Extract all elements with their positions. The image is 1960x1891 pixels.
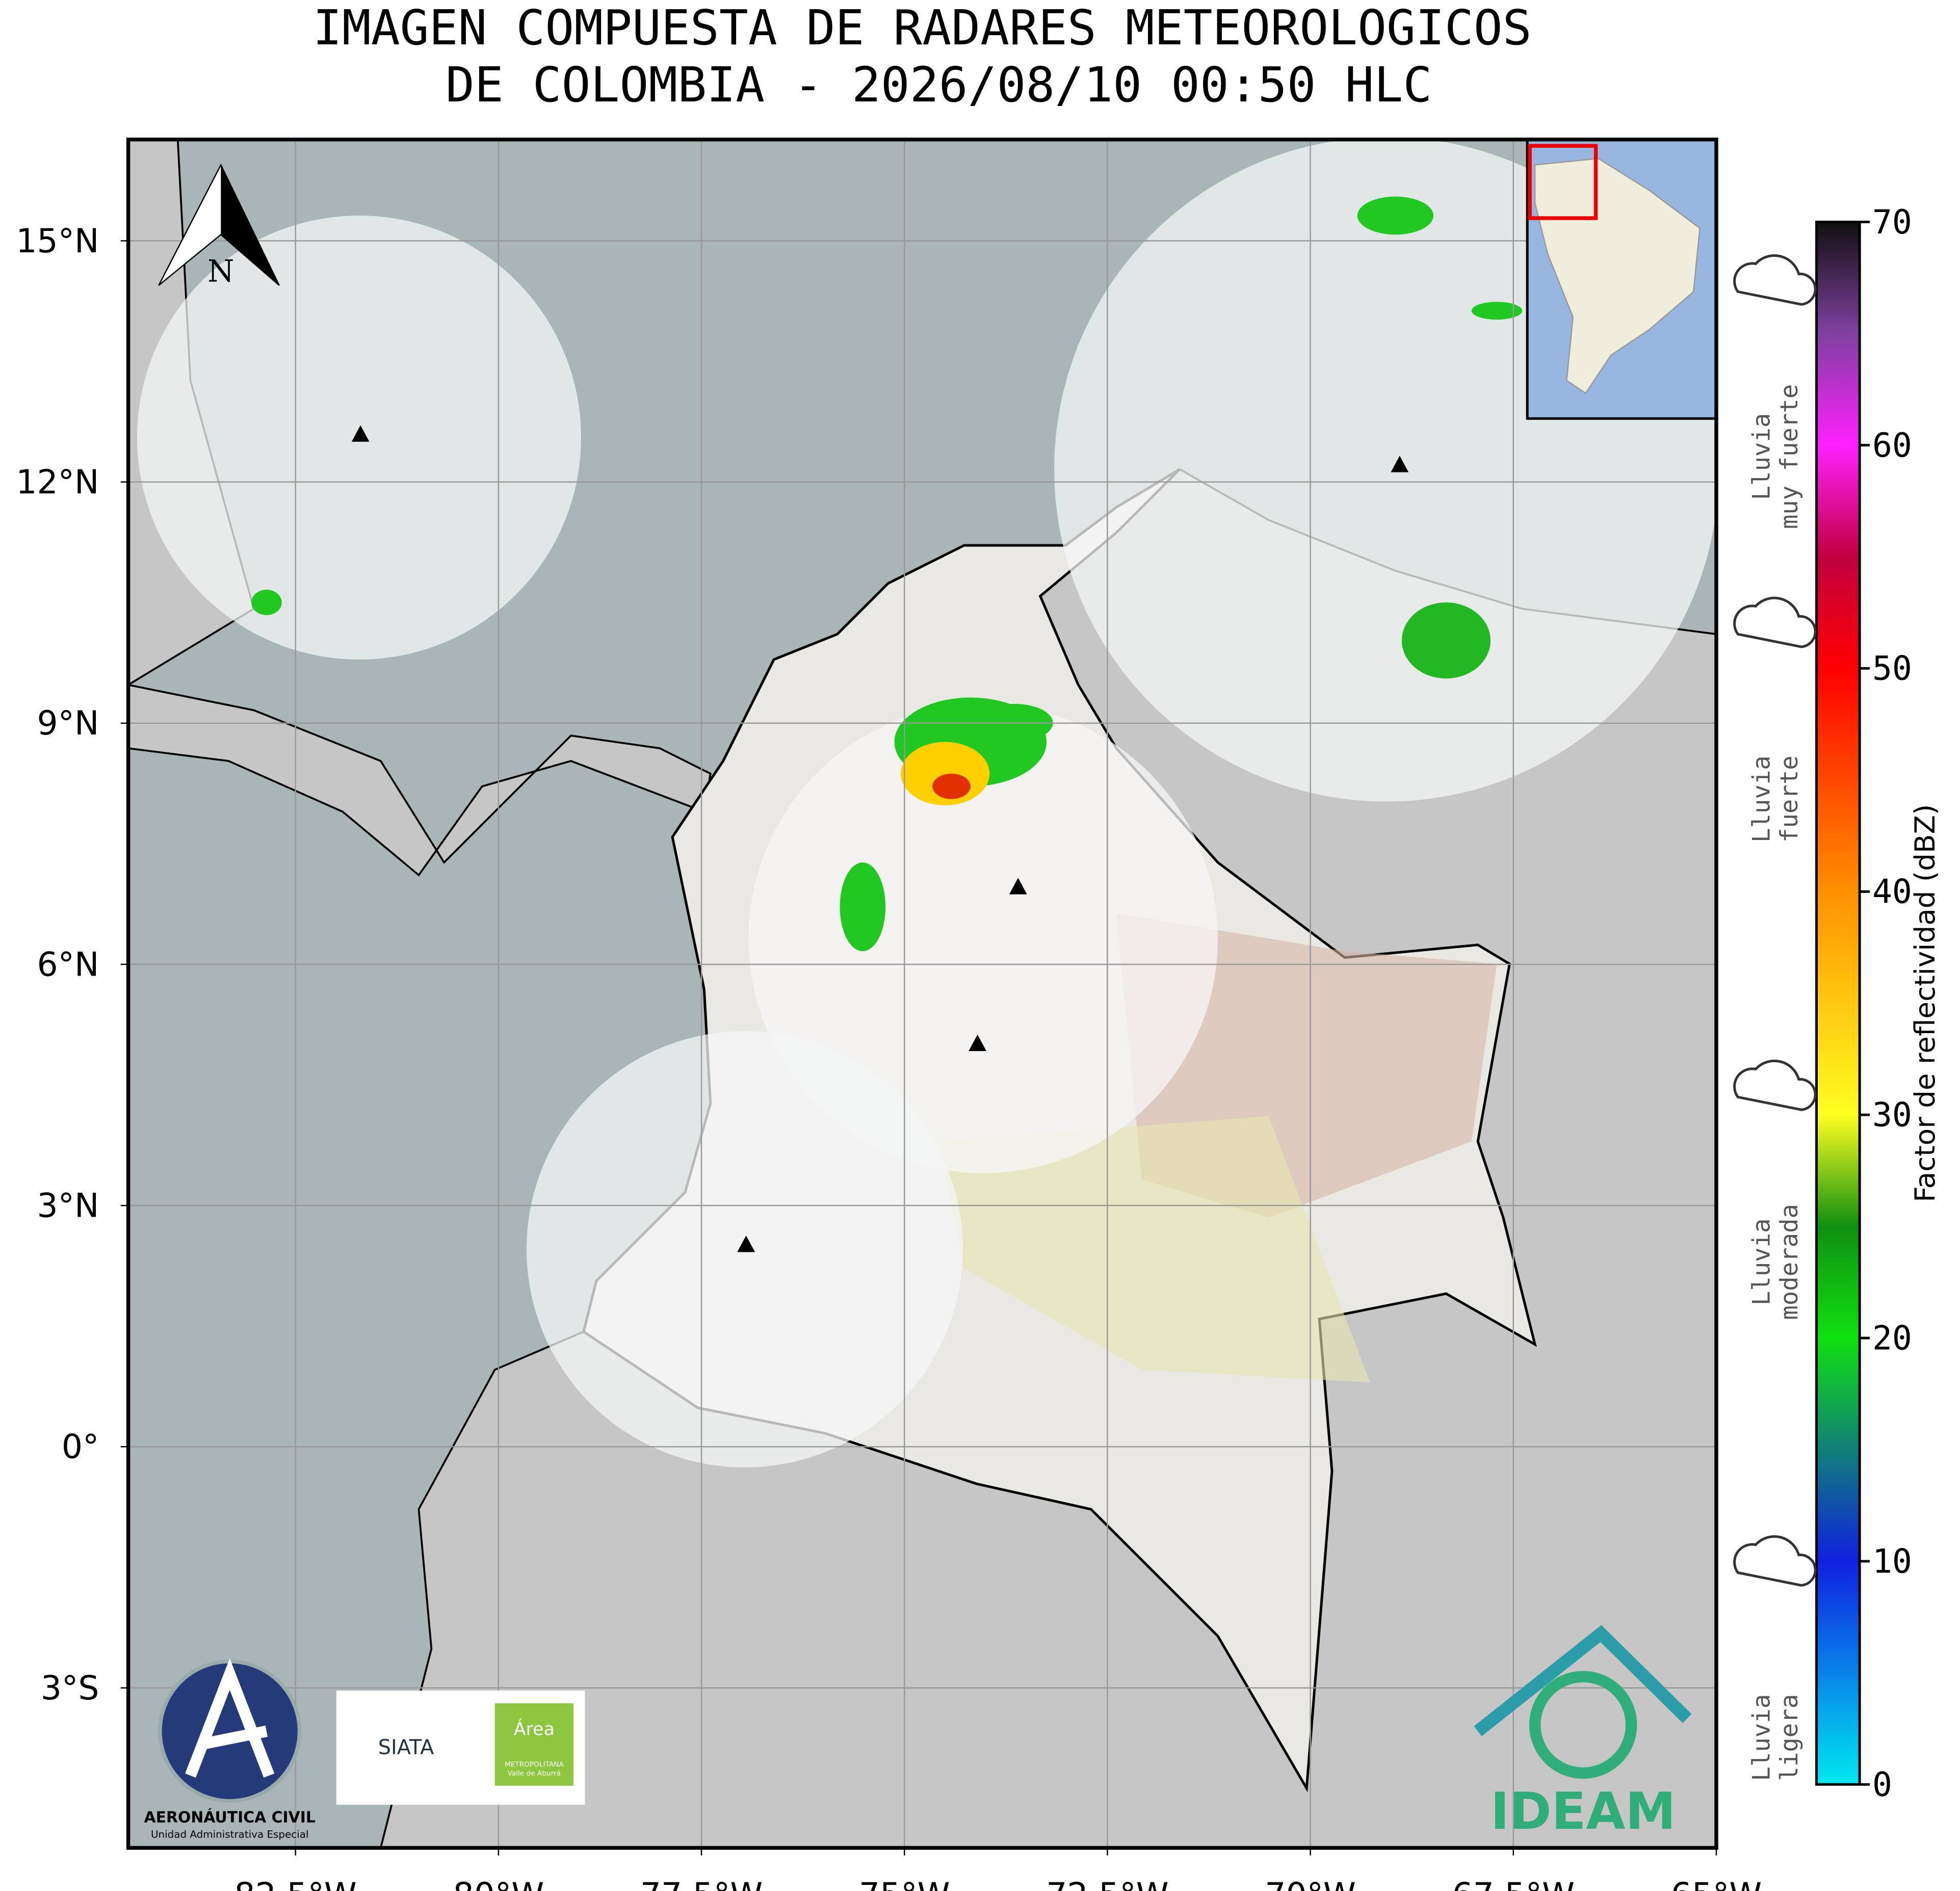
colorbar-tick-label: 70 — [1872, 203, 1912, 242]
x-tick-label: 70°W — [1265, 1876, 1356, 1891]
rain-icon — [1733, 596, 1817, 648]
inset-map — [1526, 139, 1716, 420]
rain-level-label: moderada — [1775, 1204, 1804, 1320]
rain-level-label: ligera — [1775, 1694, 1804, 1781]
x-tick-label: 80°W — [453, 1876, 544, 1891]
logo-text: AERONÁUTICA CIVIL — [144, 1808, 316, 1827]
colorbar-tick-label: 0 — [1872, 1766, 1892, 1804]
logos: AERONÁUTICA CIVIL Unidad Administrativa … — [144, 1625, 1692, 1841]
graticule — [128, 139, 1716, 1848]
y-tick-label: 9°N — [37, 704, 99, 743]
echoes — [251, 196, 1523, 952]
logo-text: SIATA — [378, 1736, 434, 1759]
map-area: N AERONÁUTICA CIVIL Unidad Administrativ… — [128, 139, 1716, 1848]
colorbar — [1815, 220, 1861, 1786]
x-tick-label: 77.5°W — [640, 1876, 763, 1891]
radar-site — [1391, 456, 1409, 472]
x-tick-label: 72.5°W — [1046, 1876, 1168, 1891]
x-tick-label: 82.5°W — [234, 1876, 357, 1891]
logo-text: Área — [514, 1718, 555, 1740]
y-tick-label: 12°N — [16, 463, 99, 502]
radar-site — [737, 1236, 755, 1252]
colorbar-tick-label: 60 — [1872, 427, 1912, 465]
logo-text: METROPOLITANA — [505, 1761, 564, 1769]
y-tick-label: 3°S — [41, 1669, 99, 1708]
radar-coverage — [748, 703, 1218, 1173]
y-tick-label: 6°N — [37, 946, 99, 984]
colorbar-tick-label: 50 — [1872, 650, 1912, 688]
title-line: DE COLOMBIA - 2026/08/10 00:50 HLC — [446, 57, 1432, 113]
rain-icon — [1733, 1535, 1817, 1587]
x-tick-label: 67.5°W — [1452, 1876, 1575, 1891]
radar-site — [969, 1034, 987, 1052]
logo-text: Valle de Aburrá — [508, 1770, 561, 1778]
rain-icon — [1733, 1059, 1817, 1111]
colorbar-tick-label: 30 — [1872, 1096, 1912, 1135]
y-tick-label: 3°N — [37, 1187, 99, 1225]
title-line: IMAGEN COMPUESTA DE RADARES METEOROLOGIC… — [313, 0, 1532, 56]
x-tick-label: 65°W — [1671, 1876, 1762, 1891]
region — [938, 1116, 1370, 1383]
x-tick-label: 75°W — [859, 1876, 950, 1891]
colorbar-tick-label: 20 — [1872, 1320, 1912, 1358]
rain-icon — [1733, 254, 1817, 306]
rain-level-label: fuerte — [1775, 755, 1804, 843]
rain-level-label: muy fuerte — [1775, 384, 1804, 529]
colorbar-tick-label: 40 — [1872, 873, 1912, 911]
y-tick-label: 0° — [62, 1428, 99, 1466]
y-tick-label: 15°N — [16, 222, 99, 260]
radar-site — [1009, 878, 1027, 895]
logo-text: IDEAM — [1491, 1782, 1676, 1841]
colorbar-tick-label: 10 — [1872, 1542, 1912, 1581]
rain-level-label: Lluvia — [1747, 413, 1775, 500]
logo-text: Unidad Administrativa Especial — [151, 1828, 308, 1840]
radars — [351, 425, 1409, 1252]
colorbar-label: Factor de reflectividad (dBZ) — [1909, 804, 1941, 1202]
radar-site — [351, 425, 370, 442]
rain-level-label: Lluvia — [1747, 755, 1775, 843]
map-frame — [126, 137, 1718, 1850]
rain-level-label: Lluvia — [1747, 1218, 1775, 1305]
rain-level-label: Lluvia — [1747, 1694, 1775, 1781]
north-label: N — [207, 254, 234, 289]
